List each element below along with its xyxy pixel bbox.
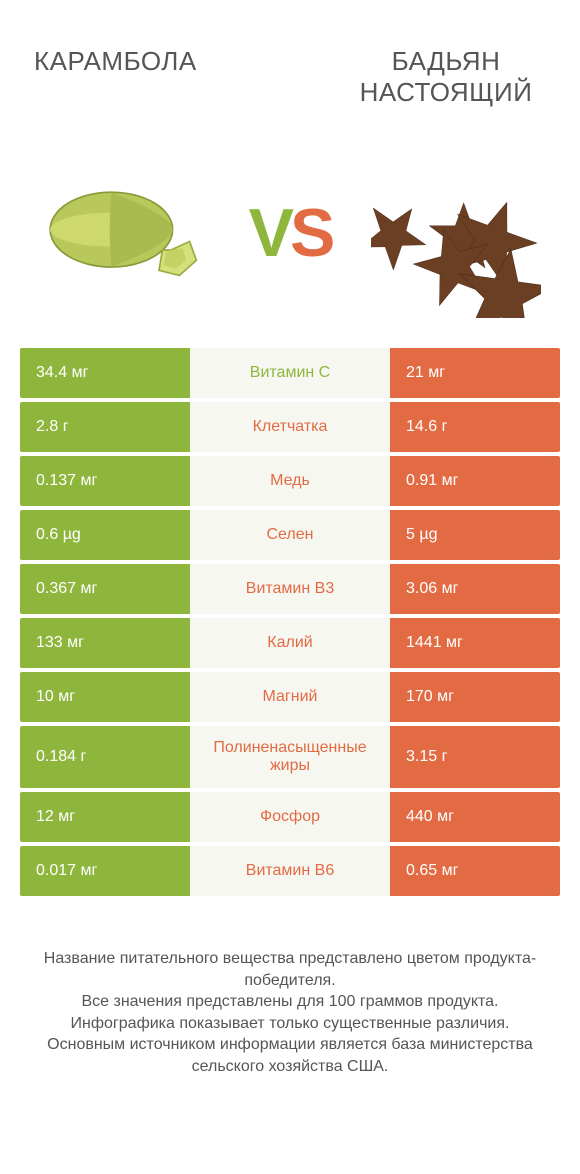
table-row: 34.4 мгВитамин C21 мг — [20, 348, 560, 398]
vs-s: S — [290, 195, 331, 271]
footnote-line: Название питательного вещества представл… — [28, 948, 552, 991]
value-left: 0.367 мг — [20, 564, 190, 614]
value-right: 1441 мг — [390, 618, 560, 668]
footnote-line: Инфографика показывает только существенн… — [28, 1013, 552, 1035]
value-left: 133 мг — [20, 618, 190, 668]
nutrient-label: Магний — [190, 672, 390, 722]
value-left: 12 мг — [20, 792, 190, 842]
value-right: 3.15 г — [390, 726, 560, 788]
value-left: 0.6 µg — [20, 510, 190, 560]
value-right: 170 мг — [390, 672, 560, 722]
nutrient-label: Селен — [190, 510, 390, 560]
table-row: 133 мгКалий1441 мг — [20, 618, 560, 668]
value-right: 5 µg — [390, 510, 560, 560]
value-left: 0.017 мг — [20, 846, 190, 896]
footnote-line: Основным источником информации является … — [28, 1034, 552, 1077]
starfruit-image — [22, 131, 227, 336]
value-left: 34.4 мг — [20, 348, 190, 398]
title-left: КАРАМБОЛА — [34, 46, 197, 77]
nutrient-label: Клетчатка — [190, 402, 390, 452]
title-right: БАДЬЯН НАСТОЯЩИЙ — [346, 46, 546, 108]
table-row: 12 мгФосфор440 мг — [20, 792, 560, 842]
table-row: 0.6 µgСелен5 µg — [20, 510, 560, 560]
value-left: 2.8 г — [20, 402, 190, 452]
nutrient-label: Полиненасыщенные жиры — [190, 726, 390, 788]
nutrient-label: Фосфор — [190, 792, 390, 842]
vs-label: VS — [249, 194, 332, 272]
footnote-line: Все значения представлены для 100 граммо… — [28, 991, 552, 1013]
value-right: 21 мг — [390, 348, 560, 398]
value-right: 14.6 г — [390, 402, 560, 452]
footnote: Название питательного вещества представл… — [0, 900, 580, 1078]
value-left: 0.137 мг — [20, 456, 190, 506]
nutrient-label: Калий — [190, 618, 390, 668]
table-row: 0.367 мгВитамин B33.06 мг — [20, 564, 560, 614]
value-left: 0.184 г — [20, 726, 190, 788]
table-row: 2.8 гКлетчатка14.6 г — [20, 402, 560, 452]
vs-v: V — [249, 195, 290, 271]
table-row: 0.017 мгВитамин B60.65 мг — [20, 846, 560, 896]
value-right: 0.91 мг — [390, 456, 560, 506]
value-left: 10 мг — [20, 672, 190, 722]
comparison-table: 34.4 мгВитамин C21 мг2.8 гКлетчатка14.6 … — [0, 348, 580, 896]
images-row: VS — [0, 108, 580, 348]
nutrient-label: Витамин B6 — [190, 846, 390, 896]
star-anise-image — [353, 131, 558, 336]
header: КАРАМБОЛА БАДЬЯН НАСТОЯЩИЙ — [0, 0, 580, 108]
table-row: 0.137 мгМедь0.91 мг — [20, 456, 560, 506]
value-right: 0.65 мг — [390, 846, 560, 896]
nutrient-label: Витамин B3 — [190, 564, 390, 614]
table-row: 10 мгМагний170 мг — [20, 672, 560, 722]
nutrient-label: Витамин C — [190, 348, 390, 398]
table-row: 0.184 гПолиненасыщенные жиры3.15 г — [20, 726, 560, 788]
value-right: 3.06 мг — [390, 564, 560, 614]
value-right: 440 мг — [390, 792, 560, 842]
nutrient-label: Медь — [190, 456, 390, 506]
